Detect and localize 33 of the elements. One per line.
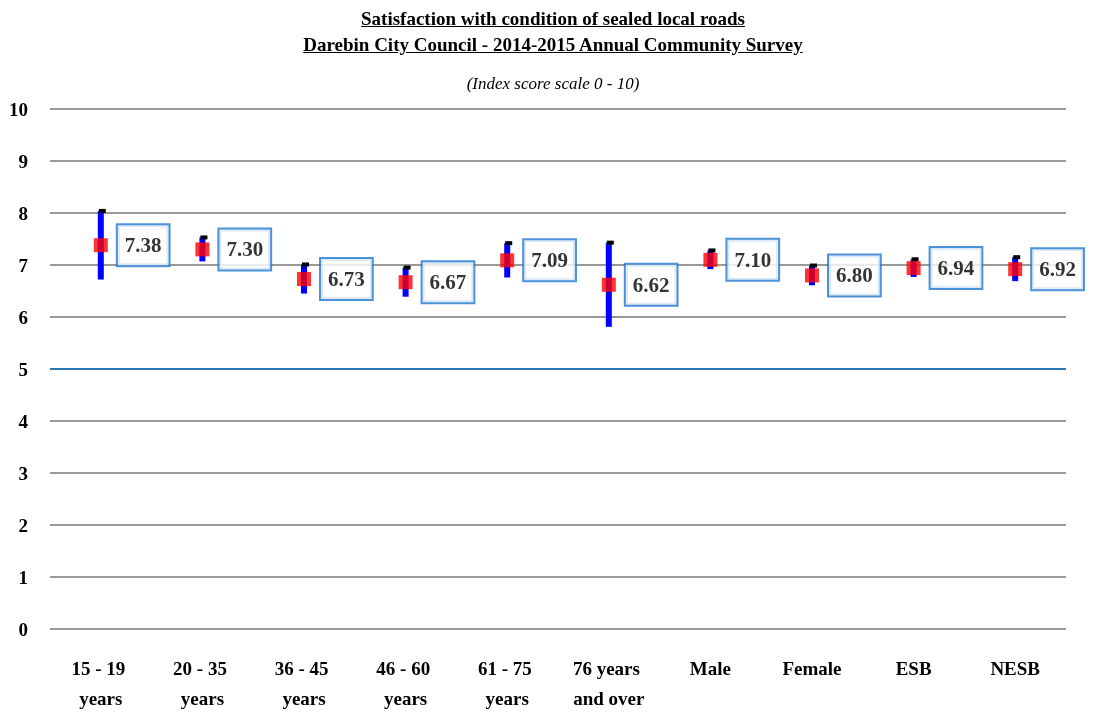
- y-tick-label: 3: [18, 462, 28, 484]
- data-label: 6.62: [632, 272, 670, 297]
- data-label: 6.92: [1039, 257, 1076, 282]
- x-tick-label: Female: [782, 657, 842, 679]
- x-tick-label: 61 - 75 years: [477, 657, 537, 709]
- y-tick-label: 1: [18, 566, 28, 588]
- data-label: 6.67: [429, 270, 467, 295]
- data-label: 7.10: [734, 247, 772, 272]
- x-tick-label: 36 - 45 years: [274, 657, 334, 709]
- chart-subtitle: (Index score scale 0 - 10): [465, 74, 641, 94]
- y-tick-label: 0: [18, 618, 28, 640]
- data-label: 7.38: [124, 233, 162, 258]
- data-label: 7.30: [226, 237, 264, 262]
- y-tick-label: 10: [9, 98, 28, 120]
- x-tick-label: ESB: [895, 657, 932, 679]
- x-tick-label: 76 years and over: [572, 657, 645, 709]
- chart-title: Satisfaction with condition of sealed local roads Darebin City Council - 2014-2015 Annual Community Survey: [302, 7, 804, 57]
- x-tick-label: Male: [689, 657, 731, 679]
- y-tick-label: 9: [18, 150, 28, 172]
- y-tick-label: 4: [18, 410, 29, 432]
- data-label: 6.80: [836, 263, 873, 288]
- y-tick-label: 6: [18, 306, 28, 328]
- y-tick-label: 2: [18, 514, 28, 536]
- x-tick-label: 20 - 35 years: [173, 657, 232, 709]
- x-tick-label: 46 - 60 years: [376, 657, 435, 709]
- x-tick-label: NESB: [990, 657, 1041, 679]
- data-label: 7.09: [531, 248, 568, 273]
- data-label: 6.73: [328, 267, 365, 292]
- y-tick-label: 5: [18, 358, 28, 380]
- data-label: 6.94: [937, 256, 975, 281]
- x-tick-label: 15 - 19 years: [71, 657, 131, 709]
- y-tick-label: 8: [18, 202, 28, 224]
- y-tick-label: 7: [18, 254, 29, 276]
